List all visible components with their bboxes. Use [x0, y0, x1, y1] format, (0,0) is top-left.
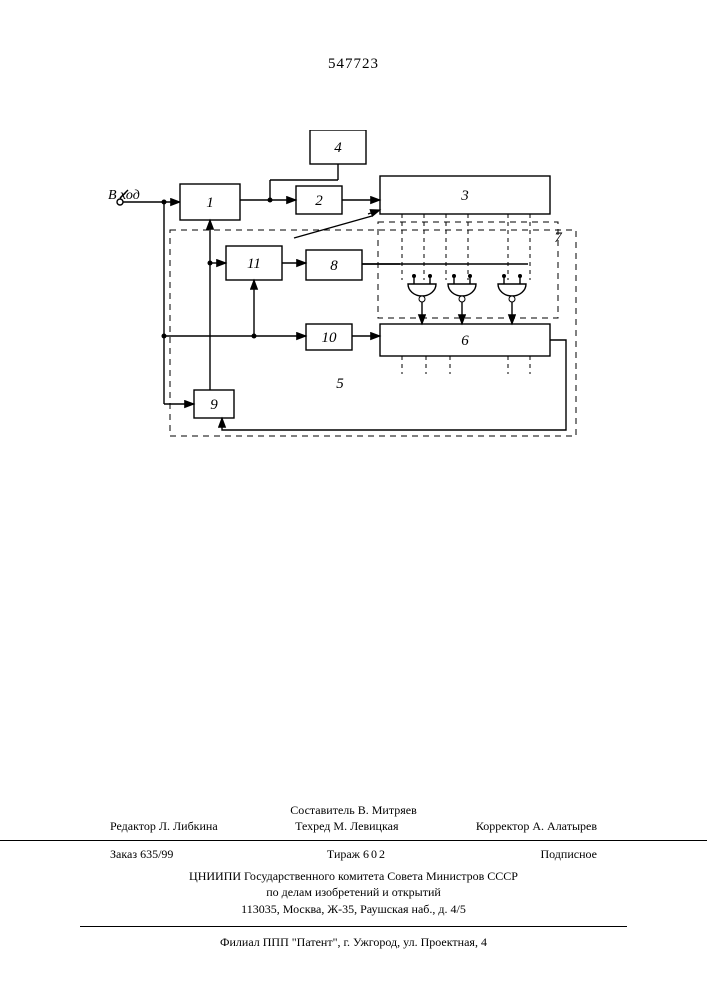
corrector: Корректор А. Алатырев [476, 819, 597, 834]
compiler-label: Составитель [290, 803, 354, 817]
editor-name: Л. Либкина [159, 819, 218, 833]
editor: Редактор Л. Либкина [110, 819, 218, 834]
org-line1: ЦНИИПИ Государственного комитета Совета … [0, 868, 707, 885]
compiler-line: Составитель В. Митряев [0, 801, 707, 819]
editor-label: Редактор [110, 819, 156, 833]
input-label: В ход [108, 188, 140, 204]
svg-text:10: 10 [322, 330, 338, 346]
org-lines: ЦНИИПИ Государственного комитета Совета … [0, 868, 707, 918]
tirazh: Тираж 602 [327, 847, 387, 862]
block-diagram: В ход 1 2 3 4 6 8 9 10 11 5 7 [110, 130, 590, 470]
footer-block: Составитель В. Митряев Редактор Л. Либки… [0, 801, 707, 1000]
org-line2: по делам изобретений и открытий [0, 884, 707, 901]
org-line3: 113035, Москва, Ж-35, Раушская наб., д. … [0, 901, 707, 918]
svg-text:8: 8 [330, 258, 338, 274]
svg-text:3: 3 [460, 188, 469, 204]
svg-text:7: 7 [554, 230, 563, 246]
order-label: Заказ [110, 847, 137, 861]
order-no: 635/99 [140, 847, 173, 861]
corrector-label: Корректор [476, 819, 530, 833]
svg-text:5: 5 [336, 376, 344, 392]
svg-text:11: 11 [247, 256, 261, 272]
svg-text:9: 9 [210, 397, 218, 413]
svg-text:1: 1 [206, 195, 214, 211]
svg-text:6: 6 [461, 333, 469, 349]
corrector-name: А. Алатырев [532, 819, 597, 833]
tirazh-value: 602 [363, 847, 387, 861]
techred-name: М. Левицкая [333, 819, 398, 833]
page-number: 547723 [328, 56, 379, 73]
credit-row-1: Редактор Л. Либкина Техред М. Левицкая К… [0, 819, 707, 834]
credit-row-2: Заказ 635/99 Тираж 602 Подписное [0, 840, 707, 862]
svg-text:4: 4 [334, 140, 342, 156]
imprint: Филиал ППП "Патент", г. Ужгород, ул. Про… [80, 926, 627, 1000]
svg-text:2: 2 [315, 193, 323, 209]
techred-label: Техред [295, 819, 330, 833]
diagram-svg: 1 2 3 4 6 8 9 10 11 5 7 [110, 130, 590, 470]
tirazh-label: Тираж [327, 847, 360, 861]
subscription: Подписное [540, 847, 597, 862]
compiler-name: В. Митряев [358, 803, 417, 817]
techred: Техред М. Левицкая [295, 819, 398, 834]
order: Заказ 635/99 [110, 847, 173, 862]
